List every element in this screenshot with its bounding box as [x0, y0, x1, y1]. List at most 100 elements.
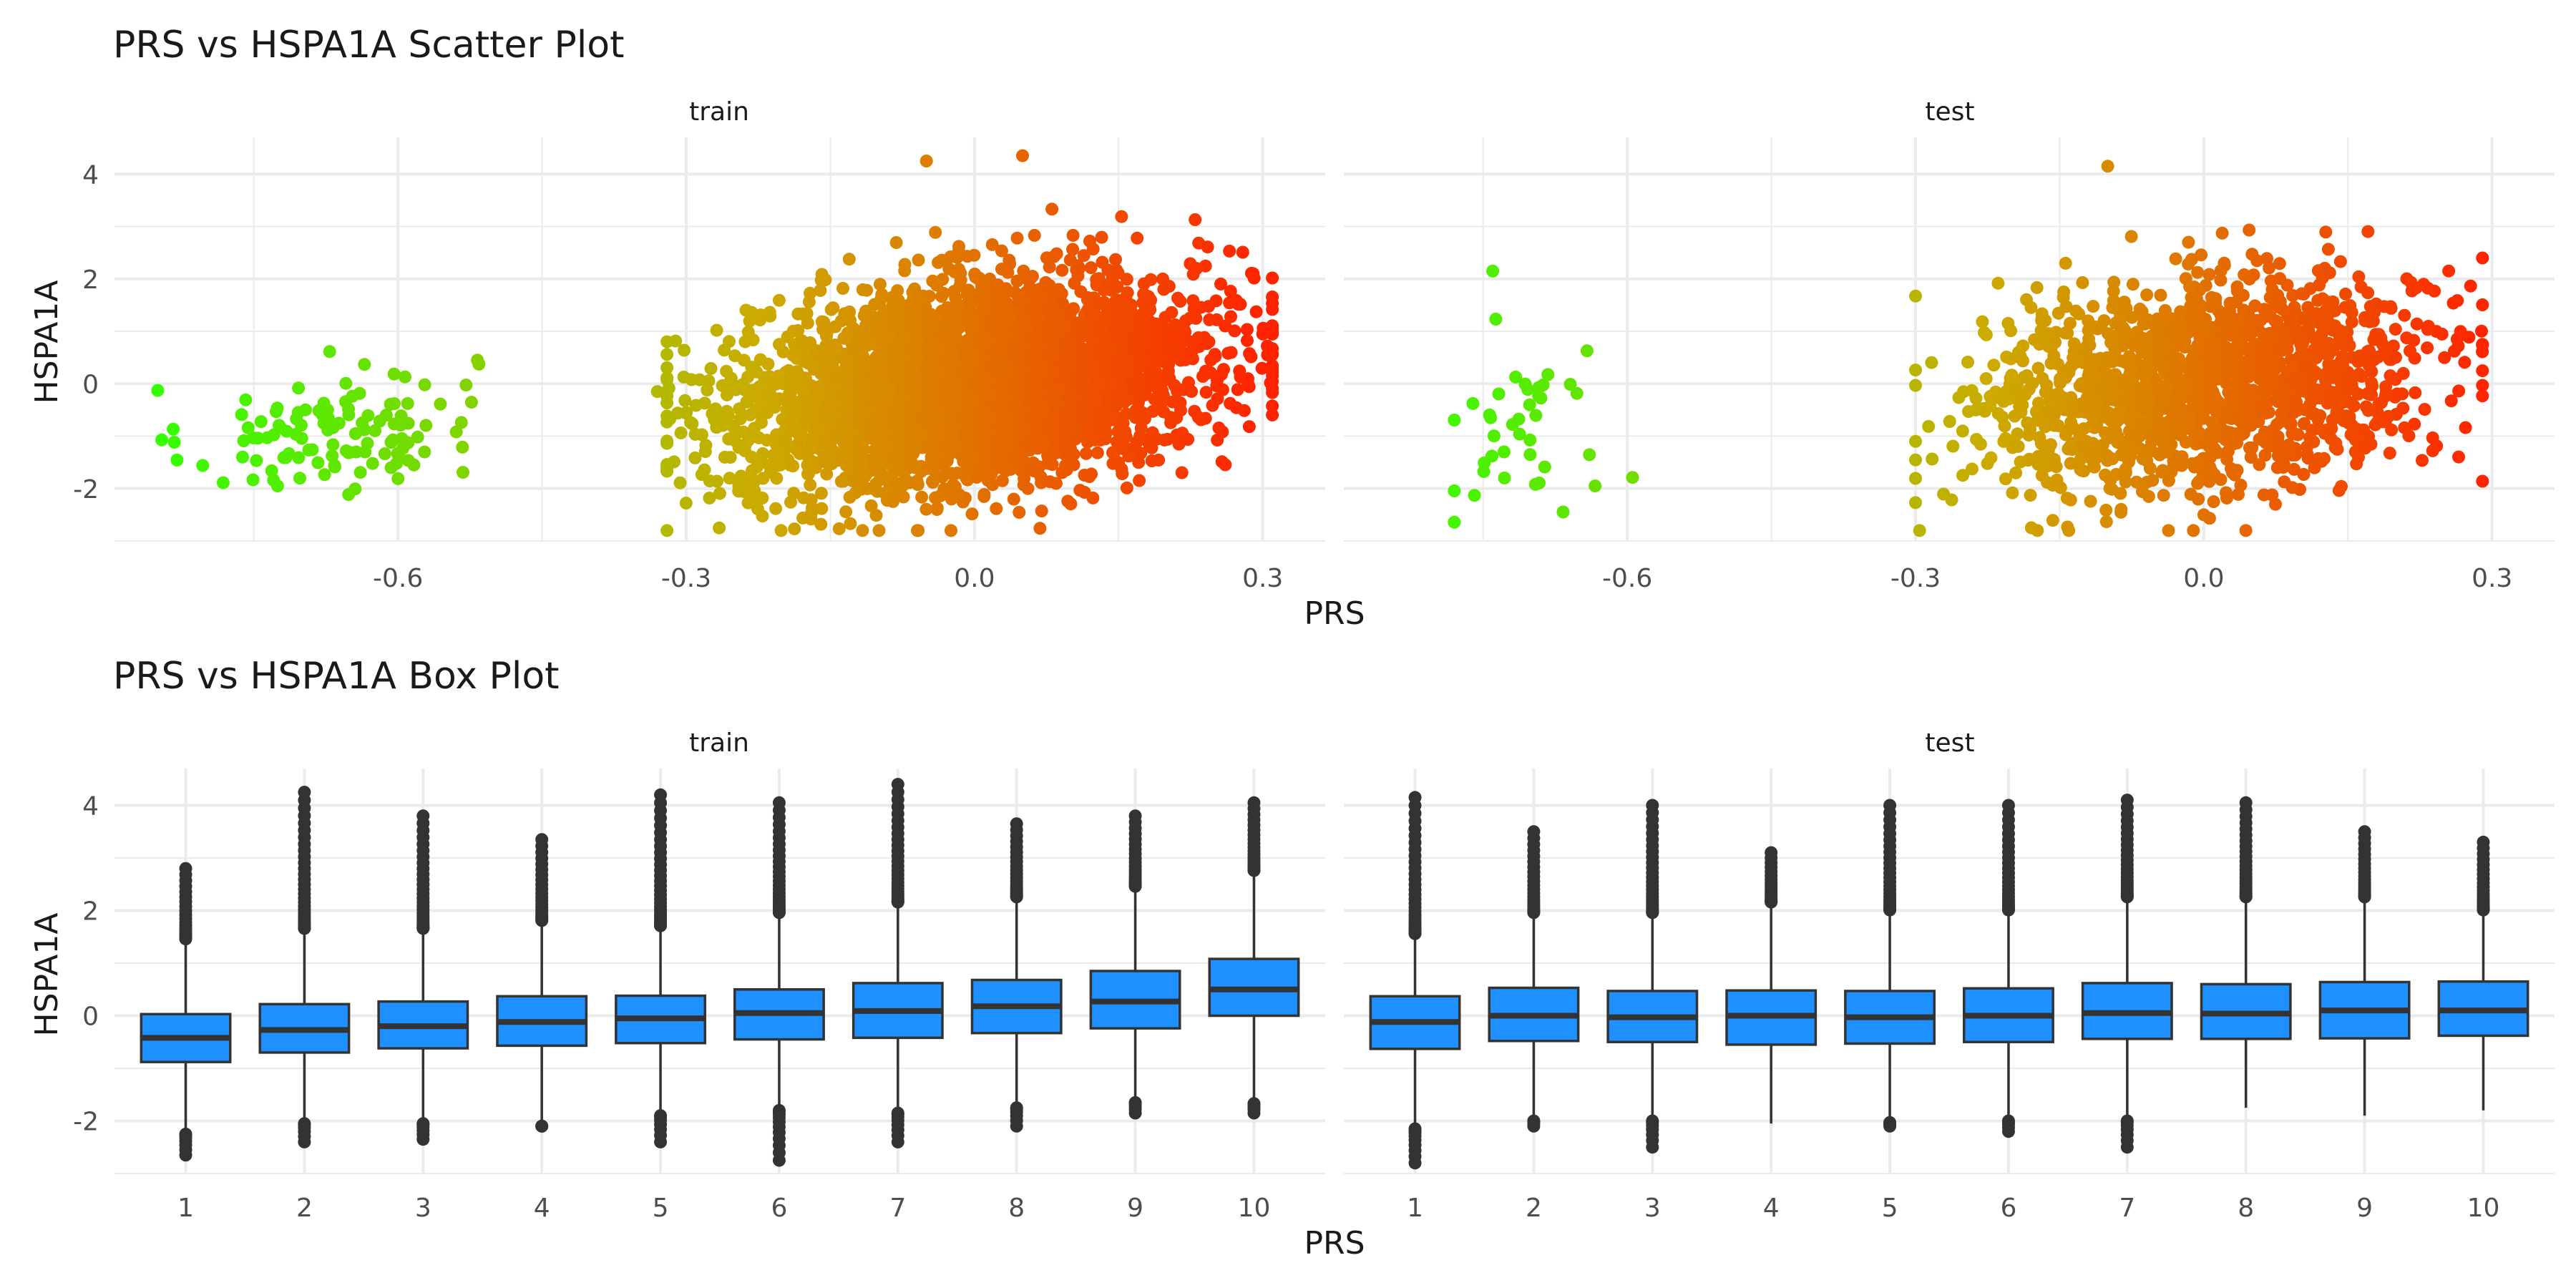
scatter-point — [1189, 213, 1202, 226]
scatter-point — [1083, 351, 1096, 365]
scatter-point — [2024, 489, 2037, 502]
scatter-point — [800, 404, 814, 417]
scatter-point — [789, 398, 802, 411]
scatter-point — [1106, 446, 1119, 459]
scatter-point — [982, 334, 995, 347]
scatter-point — [771, 450, 784, 464]
scatter-point — [786, 459, 800, 473]
scatter-point — [1211, 392, 1224, 406]
scatter-point — [1266, 319, 1279, 333]
scatter-point — [2000, 350, 2014, 364]
scatter-point — [1111, 280, 1124, 293]
scatter-point — [992, 455, 1005, 469]
scatter-point — [802, 295, 816, 308]
scatter-point — [713, 521, 726, 535]
scatter-point — [733, 402, 746, 416]
scatter-point — [1156, 389, 1170, 402]
scatter-point — [1083, 424, 1096, 437]
scatter-point — [388, 397, 401, 411]
scatter-point — [1224, 310, 1237, 323]
scatter-point — [915, 490, 929, 504]
scatter-point — [1137, 287, 1151, 301]
scatter-point — [843, 490, 857, 504]
scatter-point — [1010, 231, 1024, 245]
scatter-point — [867, 482, 879, 495]
scatter-point — [1061, 494, 1075, 508]
scatter-point — [2265, 488, 2279, 502]
scatter-point — [895, 373, 909, 386]
scatter-point — [1224, 285, 1237, 298]
scatter-point — [926, 476, 940, 489]
scatter-point — [1256, 327, 1269, 341]
scatter-point — [986, 478, 1000, 492]
scatter-point — [867, 454, 880, 467]
scatter-point — [1039, 275, 1053, 289]
scatter-point — [763, 306, 776, 319]
scatter-point — [816, 323, 830, 336]
scatter-point — [1116, 442, 1130, 455]
scatter-point — [1056, 297, 1069, 311]
scatter-point — [791, 323, 805, 337]
scatter-point — [1084, 308, 1098, 321]
scatter-point — [829, 320, 842, 333]
scatter-point — [2191, 477, 2205, 490]
scatter-point — [1246, 267, 1260, 280]
scatter-point — [2261, 303, 2275, 317]
scatter-point — [960, 411, 973, 424]
scatter-point — [1509, 370, 1523, 384]
scatter-point — [901, 410, 914, 424]
scatter-point — [784, 495, 797, 509]
scatter-point — [1016, 149, 1029, 162]
scatter-point — [2064, 493, 2077, 507]
scatter-point — [2442, 264, 2456, 278]
scatter-point — [2064, 391, 2078, 404]
scatter-point — [246, 473, 260, 487]
scatter-point — [674, 426, 688, 439]
scatter-point — [2154, 288, 2167, 302]
scatter-point — [1037, 404, 1050, 417]
scatter-point — [2329, 436, 2343, 450]
scatter-point — [846, 474, 859, 487]
scatter-point — [804, 478, 817, 492]
scatter-point — [1113, 331, 1126, 345]
scatter-point — [945, 524, 957, 537]
scatter-point — [1498, 472, 1511, 484]
scatter-point — [990, 502, 1003, 515]
scatter-point — [2476, 474, 2489, 488]
scatter-point — [770, 472, 784, 485]
scatter-point — [1210, 379, 1224, 393]
scatter-point — [679, 497, 693, 510]
scatter-point — [2076, 276, 2089, 289]
scatter-point — [401, 454, 415, 467]
scatter-point — [418, 378, 431, 391]
scatter-point — [1202, 300, 1216, 313]
scatter-point — [1109, 253, 1122, 266]
scatter-point — [1925, 356, 1938, 369]
scatter-point — [896, 479, 909, 492]
scatter-point — [1208, 348, 1221, 361]
scatter-point — [2230, 284, 2244, 298]
scatter-point — [369, 424, 382, 437]
scatter-point — [799, 418, 811, 431]
scatter-point — [887, 494, 899, 508]
scatter-point — [2202, 268, 2216, 281]
scatter-point — [1021, 482, 1035, 495]
scatter-point — [2333, 255, 2347, 268]
scatter-point — [1157, 405, 1171, 419]
scatter-point — [1079, 447, 1093, 460]
scatter-point — [2051, 387, 2065, 400]
scatter-point — [1003, 257, 1016, 270]
scatter-point — [434, 397, 447, 411]
scatter-point — [2298, 417, 2311, 430]
scatter-point — [660, 396, 674, 409]
scatter-point — [834, 474, 848, 488]
scatter-point — [689, 399, 703, 412]
scatter-point — [660, 348, 674, 361]
scatter-point — [1064, 392, 1078, 406]
scatter-point — [323, 345, 336, 358]
scatter-point — [673, 476, 687, 489]
scatter-point — [2006, 486, 2019, 499]
scatter-point — [804, 493, 818, 507]
scatter-point — [384, 461, 398, 474]
scatter-point — [1448, 484, 1461, 497]
